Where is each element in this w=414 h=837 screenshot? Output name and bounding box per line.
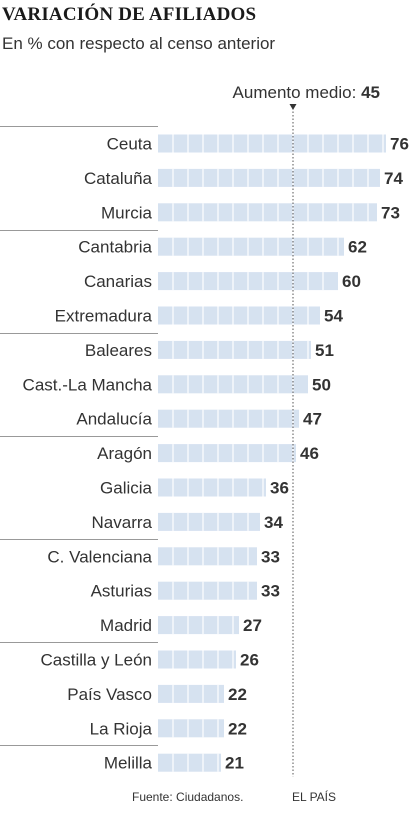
average-marker-icon <box>289 104 297 110</box>
value-label: 36 <box>270 479 289 498</box>
category-label: Canarias <box>84 272 152 291</box>
value-label: 60 <box>342 272 361 291</box>
bar <box>158 478 266 497</box>
brand-credit: EL PAÍS <box>292 790 337 804</box>
category-label: Aragón <box>97 444 152 463</box>
category-label: Cantabria <box>78 238 152 257</box>
value-label: 74 <box>384 169 403 188</box>
chart-subtitle: En % con respecto al censo anterior <box>2 34 276 53</box>
average-label: Aumento medio: 45 <box>160 83 380 103</box>
category-label: Andalucía <box>76 410 152 429</box>
value-label: 73 <box>381 203 400 222</box>
bar <box>158 547 257 566</box>
value-label: 22 <box>228 719 247 738</box>
value-label: 21 <box>225 754 244 773</box>
category-label: Navarra <box>92 513 153 532</box>
bar <box>158 616 239 635</box>
bar <box>158 581 257 600</box>
bar <box>158 340 311 359</box>
value-label: 34 <box>264 513 283 532</box>
bar <box>158 134 386 153</box>
bar <box>158 719 224 738</box>
bar <box>158 237 344 256</box>
chart-title: VARIACIÓN DE AFILIADOS <box>2 4 257 25</box>
value-label: 76 <box>390 135 409 154</box>
category-label: Extremadura <box>55 307 153 326</box>
value-label: 47 <box>303 410 322 429</box>
category-label: Murcia <box>101 203 153 222</box>
bar <box>158 753 221 772</box>
bar <box>158 684 224 703</box>
value-label: 46 <box>300 444 319 463</box>
bar <box>158 444 296 463</box>
value-label: 54 <box>324 307 343 326</box>
bar <box>158 168 380 187</box>
bar <box>158 306 320 325</box>
source-note: Fuente: Ciudadanos. <box>132 790 244 804</box>
value-label: 51 <box>315 341 334 360</box>
category-label: Baleares <box>85 341 152 360</box>
bar <box>158 512 260 531</box>
category-label: País Vasco <box>67 685 152 704</box>
value-label: 33 <box>261 582 280 601</box>
average-value: 45 <box>361 83 380 102</box>
category-label: Galicia <box>100 479 153 498</box>
value-label: 22 <box>228 685 247 704</box>
category-label: Madrid <box>100 616 152 635</box>
average-label-text: Aumento medio: <box>232 83 357 102</box>
category-label: La Rioja <box>90 719 153 738</box>
value-label: 27 <box>243 616 262 635</box>
value-label: 26 <box>240 651 259 670</box>
bar <box>158 409 299 428</box>
value-label: 50 <box>312 375 331 394</box>
value-label: 62 <box>348 238 367 257</box>
category-label: C. Valenciana <box>47 547 152 566</box>
category-label: Cataluña <box>84 169 153 188</box>
category-label: Ceuta <box>107 135 153 154</box>
category-label: Asturias <box>91 582 152 601</box>
bar <box>158 650 236 669</box>
category-label: Castilla y León <box>40 651 152 670</box>
category-label: Melilla <box>104 754 153 773</box>
value-label: 33 <box>261 547 280 566</box>
bar <box>158 203 377 222</box>
category-label: Cast.-La Mancha <box>23 375 153 394</box>
